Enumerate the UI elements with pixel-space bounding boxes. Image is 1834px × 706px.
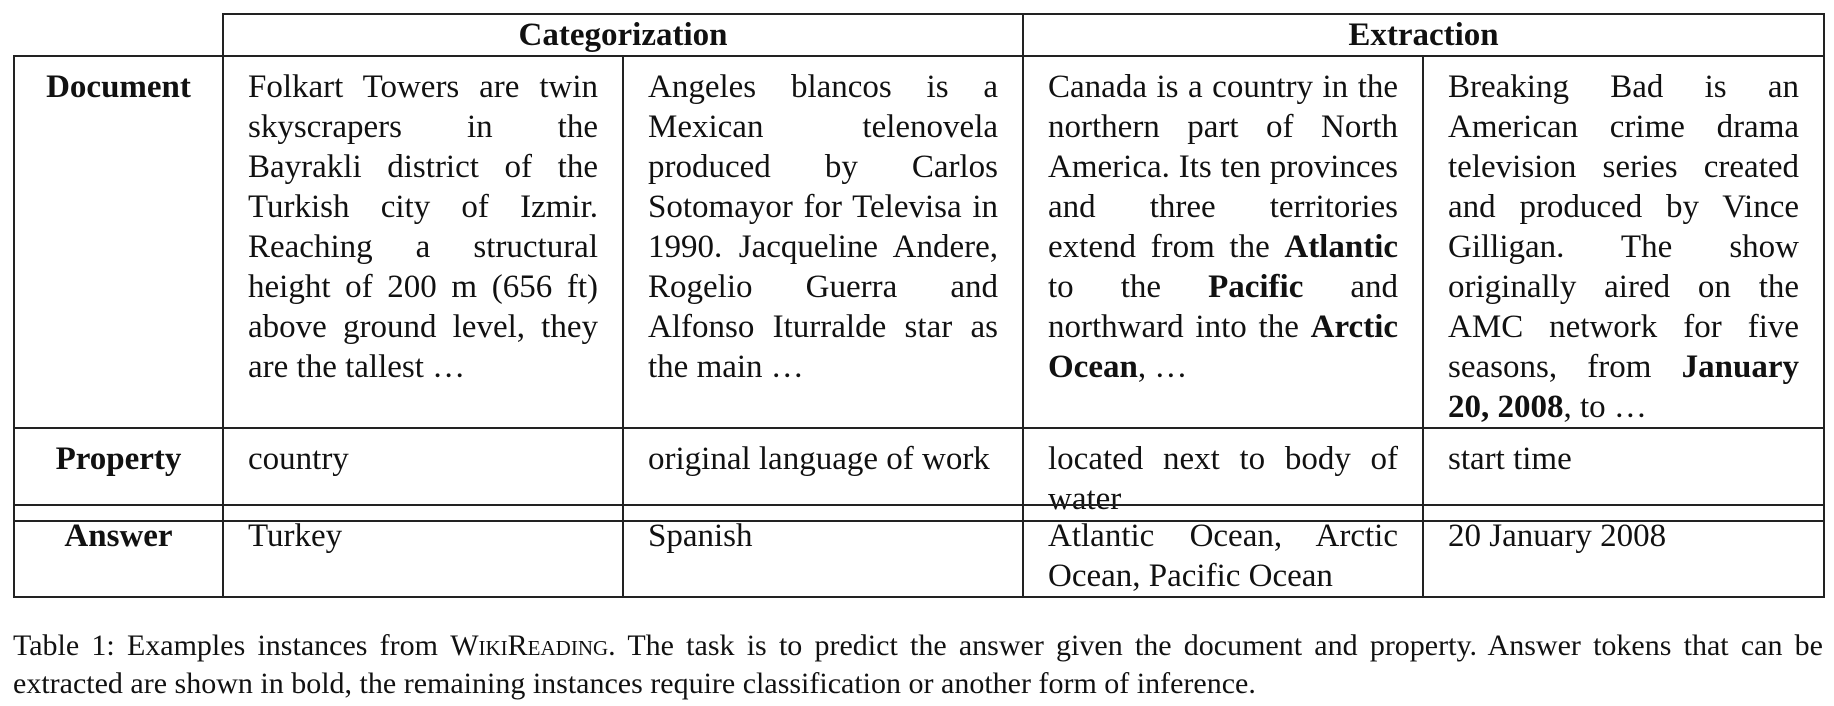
- document-cell: Breaking Bad is an American crime drama …: [1422, 55, 1826, 429]
- header-categorization: Categorization: [221, 13, 1025, 57]
- document-text: Canada is a country in the northern part…: [1048, 69, 1399, 265]
- document-text: , …: [1137, 349, 1188, 385]
- table-caption: Table 1: Examples instances from WikiRea…: [13, 627, 1823, 703]
- document-text: to the: [1048, 269, 1209, 305]
- row-label-document: Document: [13, 55, 224, 429]
- answer-token-bold: Atlantic: [1284, 229, 1399, 265]
- document-cell: Angeles blancos is a Mexican telenovela …: [621, 55, 1025, 429]
- corner-cell: [14, 14, 224, 57]
- answer-cell: 20 January 2008: [1422, 504, 1825, 598]
- caption-dataset-name: WikiReading: [450, 629, 609, 662]
- answer-token-bold: January 20, 2008: [1448, 349, 1800, 425]
- document-text: , to …: [1563, 389, 1647, 425]
- row-label-answer: Answer: [13, 504, 224, 598]
- answers-table: Answer Turkey Spanish Atlantic Ocean, Ar…: [13, 504, 1825, 598]
- document-text: Folkart Towers are twin skyscrapers in t…: [248, 69, 598, 385]
- document-cell: Folkart Towers are twin skyscrapers in t…: [222, 55, 624, 429]
- document-text: Angeles blancos is a Mexican telenovela …: [648, 69, 999, 385]
- document-text: and northward into the: [1048, 269, 1399, 345]
- caption-prefix: Table 1: Examples instances from: [13, 629, 451, 662]
- document-text: Breaking Bad is an American crime drama …: [1448, 69, 1800, 385]
- answer-cell: Spanish: [622, 504, 1024, 598]
- header-extraction: Extraction: [1022, 13, 1826, 57]
- answer-cell: Turkey: [222, 504, 624, 598]
- answer-token-bold: Pacific: [1208, 269, 1304, 305]
- answer-cell: Atlantic Ocean, Arctic Ocean, Pacific Oc…: [1022, 504, 1424, 598]
- caption-suffix: . The task is to predict the answer give…: [13, 629, 1823, 700]
- examples-table: Categorization Extraction Document Folka…: [13, 13, 1826, 522]
- answer-token-bold: Arctic Ocean: [1048, 309, 1399, 385]
- document-cell: Canada is a country in the northern part…: [1022, 55, 1425, 429]
